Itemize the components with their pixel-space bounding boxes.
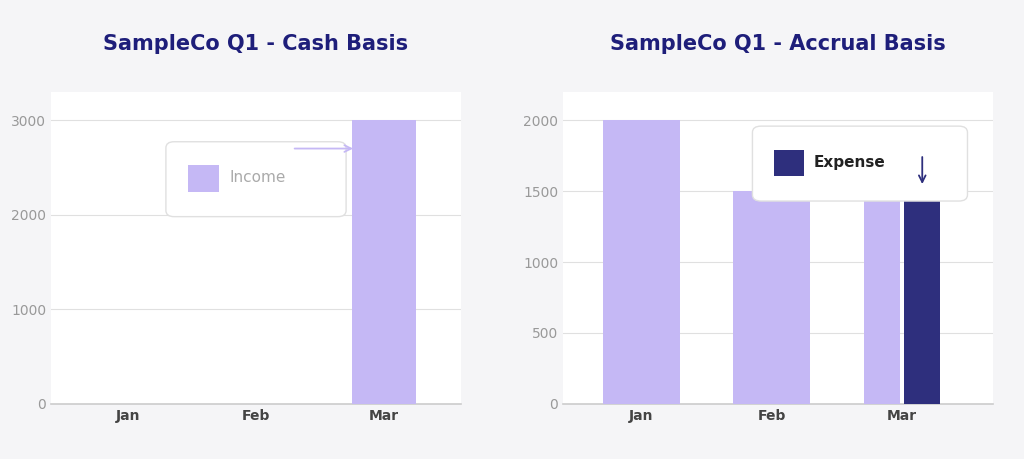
FancyBboxPatch shape — [753, 126, 968, 201]
Text: Expense: Expense — [813, 155, 886, 169]
FancyBboxPatch shape — [188, 165, 219, 192]
Bar — [904, 191, 940, 404]
Text: SampleCo Q1 - Cash Basis: SampleCo Q1 - Cash Basis — [103, 34, 409, 54]
Bar — [733, 191, 810, 404]
Bar — [352, 120, 416, 404]
Text: SampleCo Q1 - Accrual Basis: SampleCo Q1 - Accrual Basis — [610, 34, 946, 54]
FancyBboxPatch shape — [774, 150, 804, 176]
Bar — [863, 191, 900, 404]
Text: Income: Income — [229, 170, 286, 185]
Bar — [603, 120, 680, 404]
FancyBboxPatch shape — [166, 142, 346, 217]
